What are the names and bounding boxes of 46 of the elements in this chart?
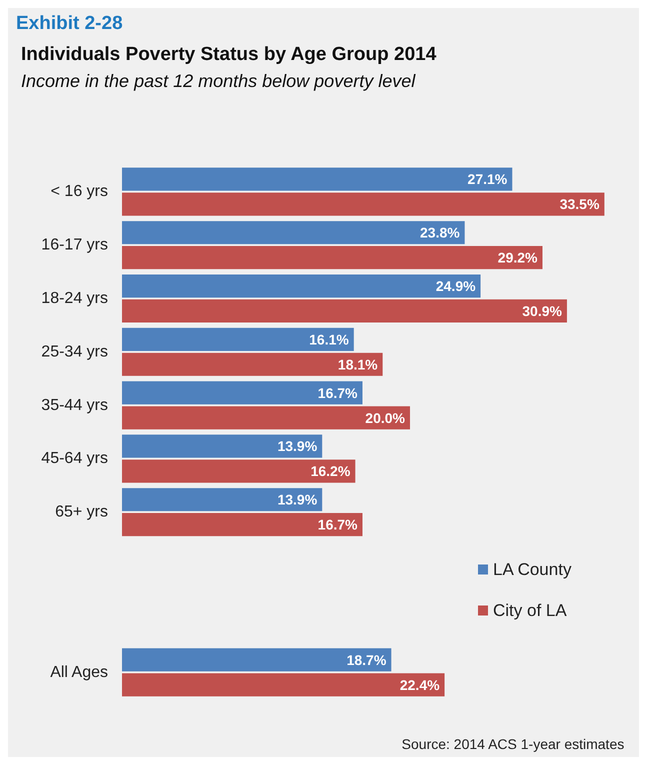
bar [122,299,567,323]
data-label: 27.1% [468,171,508,188]
bar [122,381,362,404]
y-tick-label: 35-44 yrs [41,396,108,414]
data-label: 16.1% [309,331,350,348]
source-note: Source: 2014 ACS 1-year estimates [402,736,624,752]
legend-label: LA County [493,560,572,579]
data-label: 20.0% [365,410,406,426]
y-tick-label: 16-17 yrs [41,236,108,254]
data-label: 22.4% [400,676,440,693]
bar [122,406,410,430]
bar [122,328,354,351]
bar [122,274,481,298]
data-label: 18.1% [338,356,378,372]
bar [122,648,392,672]
data-label: 24.9% [436,278,476,294]
data-label: 16.7% [318,384,358,401]
y-tick-label: 18-24 yrs [41,290,108,307]
data-label: 30.9% [522,302,563,319]
data-label: 18.7% [346,652,387,668]
bar [122,488,322,512]
data-label: 33.5% [560,196,600,212]
bar [122,434,322,458]
data-label: 13.9% [277,492,318,508]
bar [122,352,383,376]
data-label: 13.9% [277,438,318,454]
data-label: 29.2% [498,250,538,266]
text: Exhibit 2-28 [16,13,123,34]
y-tick-label: 65+ yrs [55,504,108,521]
bar [122,513,362,536]
data-label: 16.7% [318,516,358,533]
y-tick-label: 45-64 yrs [41,450,108,468]
bar [122,460,356,483]
bar [122,192,604,216]
bar [122,246,542,270]
y-tick-label: < 16 yrs [50,183,108,200]
y-tick-label: 25-34 yrs [41,343,108,360]
bar [122,168,512,191]
chart-subtitle: Income in the past 12 months below poverty level [21,71,416,91]
chart-title: Individuals Poverty Status by Age Group 2014 [21,44,437,65]
bar [122,673,445,696]
data-label: 16.2% [310,463,351,480]
bar [122,221,465,244]
data-label: 23.8% [420,224,460,241]
legend-label: City of LA [493,601,568,620]
y-tick-label: All Ages [50,664,108,681]
